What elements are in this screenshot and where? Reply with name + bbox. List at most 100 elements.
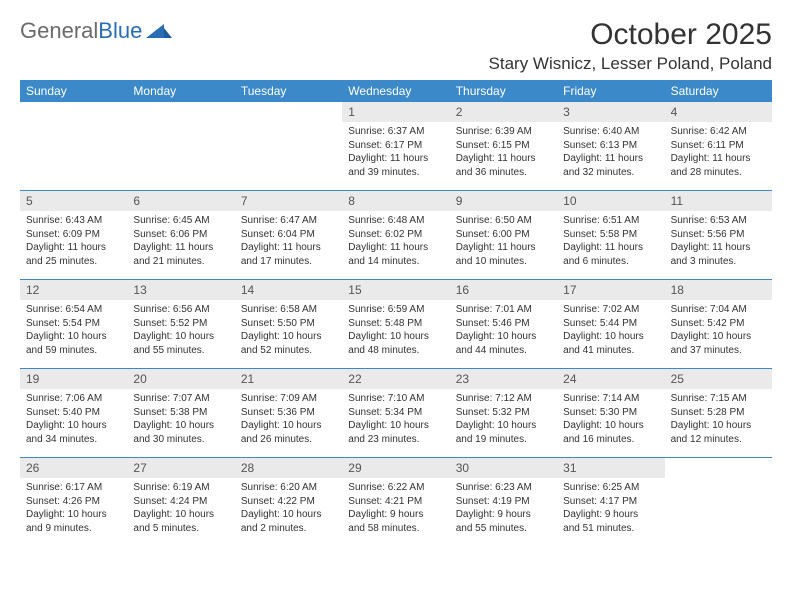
day-number: 10 [557,191,664,211]
daylight-line1: Daylight: 9 hours [348,508,443,522]
day-cell: 22 Sunrise: 7:10 AMSunset: 5:34 PMDayligh… [342,369,449,457]
sunrise-text: Sunrise: 6:17 AM [26,481,121,495]
daylight-line2: and 59 minutes. [26,344,121,358]
daylight-line2: and 48 minutes. [348,344,443,358]
sunrise-text: Sunrise: 6:56 AM [133,303,228,317]
sunset-text: Sunset: 5:34 PM [348,406,443,420]
sunrise-text: Sunrise: 6:20 AM [241,481,336,495]
daylight-line2: and 37 minutes. [671,344,766,358]
sunrise-text: Sunrise: 6:51 AM [563,214,658,228]
daylight-line2: and 39 minutes. [348,166,443,180]
week-row: 5Sunrise: 6:43 AMSunset: 6:09 PMDaylight… [20,191,772,280]
daylight-line2: and 16 minutes. [563,433,658,447]
day-cell: 23Sunrise: 7:12 AMSunset: 5:32 PMDayligh… [450,369,557,457]
day-number: 6 [127,191,234,211]
day-cell: 15Sunrise: 6:59 AMSunset: 5:48 PMDayligh… [342,280,449,368]
day-number: 31 [557,458,664,478]
day-number: 14 [235,280,342,300]
day-number: 1 [342,102,449,122]
day-number: 9 [450,191,557,211]
sunrise-text: Sunrise: 7:09 AM [241,392,336,406]
sunrise-text: Sunrise: 7:01 AM [456,303,551,317]
day-number: 18 [665,280,772,300]
sunrise-text: Sunrise: 7:10 AM [348,392,443,406]
day-number: 11 [665,191,772,211]
daylight-line1: Daylight: 10 hours [671,330,766,344]
sunset-text: Sunset: 4:26 PM [26,495,121,509]
daylight-line1: Daylight: 11 hours [671,152,766,166]
day-cell: 28Sunrise: 6:20 AMSunset: 4:22 PMDayligh… [235,458,342,546]
day-cell: 4Sunrise: 6:42 AMSunset: 6:11 PMDaylight… [665,102,772,190]
title-block: October 2025 Stary Wisnicz, Lesser Polan… [489,18,772,74]
dayname: Tuesday [235,80,342,102]
sunset-text: Sunset: 5:44 PM [563,317,658,331]
day-number: 13 [127,280,234,300]
sunrise-text: Sunrise: 6:37 AM [348,125,443,139]
day-number: 28 [235,458,342,478]
sunset-text: Sunset: 5:58 PM [563,228,658,242]
dayname-row: SundayMondayTuesdayWednesdayThursdayFrid… [20,80,772,102]
daylight-line1: Daylight: 11 hours [348,152,443,166]
day-number: 4 [665,102,772,122]
daylight-line1: Daylight: 11 hours [241,241,336,255]
day-number: 5 [20,191,127,211]
sunrise-text: Sunrise: 6:19 AM [133,481,228,495]
dayname: Monday [127,80,234,102]
day-number: 22 [342,369,449,389]
day-cell: 30Sunrise: 6:23 AMSunset: 4:19 PMDayligh… [450,458,557,546]
sunrise-text: Sunrise: 7:07 AM [133,392,228,406]
day-cell: 5Sunrise: 6:43 AMSunset: 6:09 PMDaylight… [20,191,127,279]
week-row: 19Sunrise: 7:06 AMSunset: 5:40 PMDayligh… [20,369,772,458]
day-cell: 27Sunrise: 6:19 AMSunset: 4:24 PMDayligh… [127,458,234,546]
sunset-text: Sunset: 6:06 PM [133,228,228,242]
daylight-line1: Daylight: 11 hours [671,241,766,255]
daylight-line1: Daylight: 11 hours [26,241,121,255]
sunrise-text: Sunrise: 6:47 AM [241,214,336,228]
sunrise-text: Sunrise: 6:54 AM [26,303,121,317]
daylight-line1: Daylight: 11 hours [563,241,658,255]
sunset-text: Sunset: 5:28 PM [671,406,766,420]
empty-cell [20,102,127,190]
day-cell: 12Sunrise: 6:54 AMSunset: 5:54 PMDayligh… [20,280,127,368]
daylight-line1: Daylight: 11 hours [563,152,658,166]
sunset-text: Sunset: 5:56 PM [671,228,766,242]
dayname: Sunday [20,80,127,102]
day-cell: 9Sunrise: 6:50 AMSunset: 6:00 PMDaylight… [450,191,557,279]
sunset-text: Sunset: 5:54 PM [26,317,121,331]
daylight-line2: and 21 minutes. [133,255,228,269]
day-cell: 20Sunrise: 7:07 AMSunset: 5:38 PMDayligh… [127,369,234,457]
week-row: 26Sunrise: 6:17 AMSunset: 4:26 PMDayligh… [20,458,772,546]
sunrise-text: Sunrise: 7:06 AM [26,392,121,406]
daylight-line1: Daylight: 10 hours [133,419,228,433]
daylight-line2: and 2 minutes. [241,522,336,536]
day-cell: 1Sunrise: 6:37 AMSunset: 6:17 PMDaylight… [342,102,449,190]
daylight-line1: Daylight: 10 hours [671,419,766,433]
sunset-text: Sunset: 4:17 PM [563,495,658,509]
daylight-line1: Daylight: 10 hours [26,508,121,522]
daylight-line1: Daylight: 10 hours [348,330,443,344]
sunset-text: Sunset: 6:00 PM [456,228,551,242]
dayname: Thursday [450,80,557,102]
daylight-line1: Daylight: 10 hours [456,419,551,433]
daylight-line1: Daylight: 11 hours [348,241,443,255]
daylight-line1: Daylight: 11 hours [456,152,551,166]
daylight-line1: Daylight: 10 hours [133,508,228,522]
sunset-text: Sunset: 5:38 PM [133,406,228,420]
daylight-line2: and 12 minutes. [671,433,766,447]
day-cell: 10 Sunrise: 6:51 AMSunset: 5:58 PMDayligh… [557,191,664,279]
daylight-line2: and 34 minutes. [26,433,121,447]
daylight-line2: and 17 minutes. [241,255,336,269]
empty-cell [235,102,342,190]
day-number: 8 [342,191,449,211]
location: Stary Wisnicz, Lesser Poland, Poland [489,54,772,74]
daylight-line1: Daylight: 11 hours [133,241,228,255]
day-number: 24 [557,369,664,389]
sunrise-text: Sunrise: 7:04 AM [671,303,766,317]
day-cell: 6Sunrise: 6:45 AMSunset: 6:06 PMDaylight… [127,191,234,279]
daylight-line1: Daylight: 10 hours [26,330,121,344]
daylight-line1: Daylight: 10 hours [348,419,443,433]
sunrise-text: Sunrise: 7:15 AM [671,392,766,406]
daylight-line2: and 44 minutes. [456,344,551,358]
sunset-text: Sunset: 5:52 PM [133,317,228,331]
day-cell: 25Sunrise: 7:15 AMSunset: 5:28 PMDayligh… [665,369,772,457]
